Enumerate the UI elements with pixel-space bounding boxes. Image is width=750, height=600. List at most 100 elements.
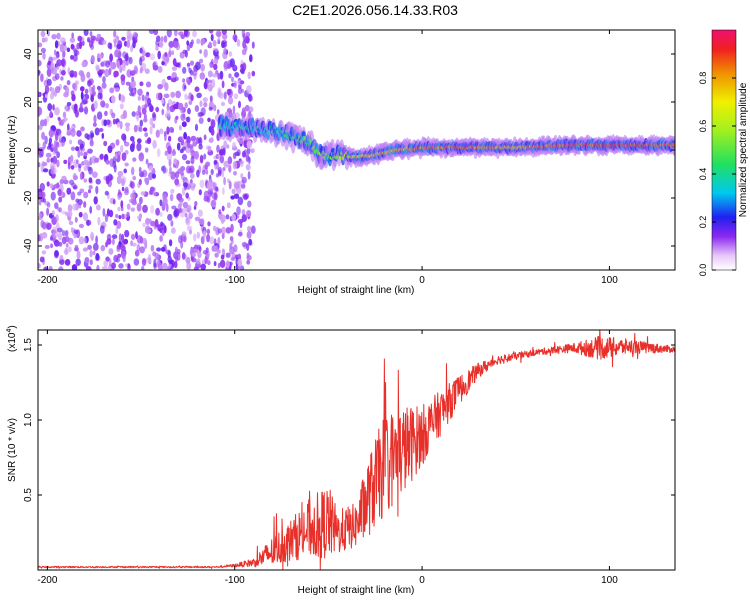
noise-point [155,106,160,113]
noise-point [125,81,131,86]
noise-point [78,211,83,218]
noise-point [127,263,131,269]
noise-point [181,252,186,260]
noise-point [190,155,195,165]
noise-point [116,60,120,69]
noise-point [237,253,242,261]
noise-point [233,171,237,176]
noise-point [246,230,252,239]
noise-point [139,119,143,127]
noise-point [136,203,142,212]
noise-point [89,249,93,258]
noise-point [138,178,142,186]
noise-point [60,76,64,81]
noise-point [249,54,253,63]
noise-point [88,85,92,94]
noise-point [250,225,256,234]
noise-point [144,177,148,183]
noise-point [121,213,125,220]
noise-point [105,176,110,185]
noise-point [226,202,231,209]
noise-point [228,164,232,173]
noise-point [95,252,100,261]
noise-point [42,51,46,60]
noise-point [110,142,116,149]
noise-point [136,215,141,220]
noise-point [152,139,157,149]
noise-point [171,66,177,71]
noise-point [73,71,78,78]
noise-point [114,87,120,92]
noise-point [225,252,231,258]
noise-point [69,156,74,165]
noise-point [115,139,120,146]
noise-point [87,244,92,250]
noise-point [237,258,243,267]
noise-point [102,40,107,45]
noise-point [40,148,44,158]
noise-point [218,209,222,215]
noise-point [85,266,92,270]
noise-point [178,197,184,203]
noise-point [232,142,237,149]
noise-point [199,49,202,54]
noise-point [241,209,246,216]
noise-point [155,92,161,101]
snr-ylabel: SNR (10 * v/v) [7,418,18,482]
noise-point [185,216,190,224]
noise-point [61,230,66,237]
noise-point [157,224,161,232]
noise-point [137,95,141,101]
noise-point [241,150,246,158]
noise-point [75,258,81,266]
noise-point [97,58,101,62]
noise-point [46,78,52,86]
noise-point [218,92,224,99]
noise-point [245,163,251,171]
noise-point [168,263,172,268]
noise-point [104,190,109,196]
noise-point [188,212,193,220]
noise-point [141,50,146,57]
noise-point [163,35,168,43]
noise-point [229,242,233,250]
noise-point [94,157,100,163]
noise-point [219,155,225,164]
snr-series-line [38,330,675,570]
noise-point [69,139,72,145]
noise-point [101,82,107,89]
noise-point [149,53,155,61]
noise-point [83,191,89,199]
noise-point [46,157,51,163]
noise-point [56,151,60,159]
noise-point [44,85,50,94]
noise-point [116,175,122,185]
noise-point [221,80,225,89]
noise-point [207,83,213,92]
noise-point [213,49,216,56]
noise-point [50,62,55,69]
noise-point [162,197,168,206]
noise-point [168,50,172,58]
noise-point [157,50,161,60]
noise-point [62,111,67,119]
noise-point [199,218,205,226]
noise-point [161,60,165,66]
noise-point [62,50,66,58]
noise-point [145,228,152,233]
noise-point [48,129,54,138]
noise-point [105,241,108,248]
noise-point [151,173,156,179]
noise-point [139,196,143,205]
figure-title: C2E1.2026.056.14.33.R03 [292,2,458,18]
noise-point [68,246,72,253]
noise-point [70,43,75,50]
noise-point [155,129,160,138]
noise-point [202,97,208,103]
noise-point [92,171,98,178]
noise-point [47,103,53,112]
noise-point [163,225,167,234]
noise-point [194,105,200,112]
noise-point [67,204,73,213]
noise-point [149,186,155,195]
